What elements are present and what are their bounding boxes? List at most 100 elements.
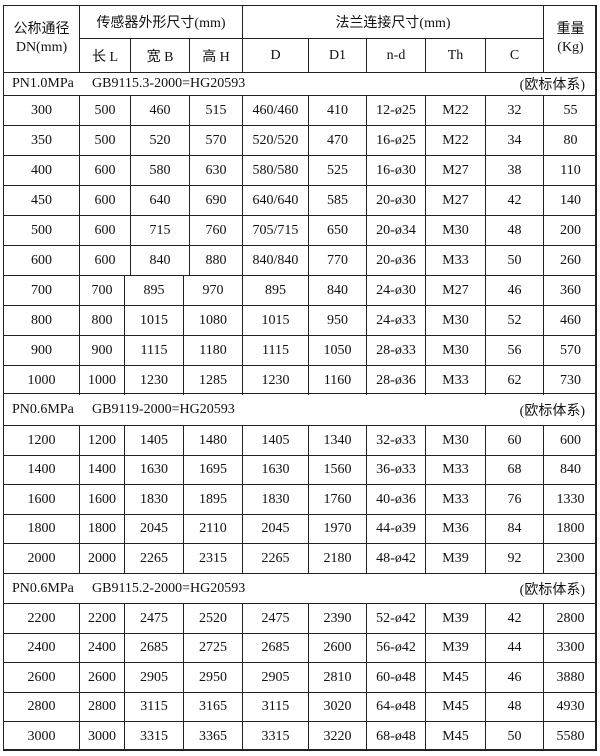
table-cell: 20-ø34 bbox=[366, 215, 425, 245]
standard-system: (欧标体系) bbox=[519, 403, 585, 419]
table-cell: 28-ø33 bbox=[366, 335, 425, 365]
table-cell: 3165 bbox=[183, 692, 242, 721]
table-cell: 2475 bbox=[242, 603, 308, 633]
table-cell: 28-ø36 bbox=[366, 365, 425, 395]
table-cell: 715 bbox=[130, 215, 189, 245]
table-cell: 800 bbox=[79, 305, 124, 335]
table-cell: 46 bbox=[485, 662, 543, 692]
table-cell: 2810 bbox=[308, 662, 366, 692]
table-cell: 1180 bbox=[183, 335, 242, 365]
column-header: n-d bbox=[366, 38, 425, 72]
table-cell: 2300 bbox=[543, 543, 597, 573]
flange-standard: GB9115.3-2000=HG20593 bbox=[92, 76, 246, 91]
table-cell: 880 bbox=[189, 245, 242, 275]
table-cell: 1830 bbox=[124, 484, 183, 514]
table-cell: 1285 bbox=[183, 365, 242, 395]
table-cell: M22 bbox=[425, 125, 485, 155]
table-cell: 84 bbox=[485, 514, 543, 543]
column-header: 长 L bbox=[79, 38, 130, 72]
table-cell: M39 bbox=[425, 603, 485, 633]
table-cell: 1480 bbox=[183, 425, 242, 455]
table-cell: M33 bbox=[425, 455, 485, 484]
table-cell: 2045 bbox=[124, 514, 183, 543]
table-cell: 3000 bbox=[79, 721, 124, 751]
table-cell: 5580 bbox=[543, 721, 597, 751]
table-cell: 38 bbox=[485, 155, 543, 185]
table-cell: M30 bbox=[425, 425, 485, 455]
table-cell: 630 bbox=[189, 155, 242, 185]
table-cell: 60 bbox=[485, 425, 543, 455]
standard-system: (欧标体系) bbox=[519, 78, 585, 93]
table-cell: 2600 bbox=[3, 662, 79, 692]
table-cell: M27 bbox=[425, 155, 485, 185]
table-cell: 1400 bbox=[3, 455, 79, 484]
table-cell: 500 bbox=[3, 215, 79, 245]
table-cell: 16-ø25 bbox=[366, 125, 425, 155]
table-cell: 3365 bbox=[183, 721, 242, 751]
table-cell: 48 bbox=[485, 215, 543, 245]
sensor-dimensions-header: 传感器外形尺寸(mm) bbox=[79, 5, 242, 38]
table-cell: 16-ø30 bbox=[366, 155, 425, 185]
column-header: 高 H bbox=[189, 38, 242, 72]
table-cell: 50 bbox=[485, 245, 543, 275]
table-cell: 900 bbox=[3, 335, 79, 365]
table-cell: 3300 bbox=[543, 633, 597, 662]
table-cell: 1340 bbox=[308, 425, 366, 455]
table-cell: 3315 bbox=[124, 721, 183, 751]
table-cell: 76 bbox=[485, 484, 543, 514]
table-cell: 840/840 bbox=[242, 245, 308, 275]
pressure-rating: PN0.6MPa bbox=[12, 580, 74, 596]
table-cell: 1405 bbox=[124, 425, 183, 455]
table-cell: 895 bbox=[124, 275, 183, 305]
table-cell: 705/715 bbox=[242, 215, 308, 245]
table-cell: 2315 bbox=[183, 543, 242, 573]
table-cell: 600 bbox=[3, 245, 79, 275]
table-cell: 570 bbox=[543, 335, 597, 365]
table-cell: 950 bbox=[308, 305, 366, 335]
table-cell: M27 bbox=[425, 275, 485, 305]
table-cell: 1230 bbox=[124, 365, 183, 395]
table-cell: 2600 bbox=[308, 633, 366, 662]
table-cell: 350 bbox=[3, 125, 79, 155]
table-cell: 600 bbox=[543, 425, 597, 455]
weight-header-line2: (Kg) bbox=[557, 40, 584, 55]
table-cell: 500 bbox=[79, 125, 130, 155]
table-cell: 520/520 bbox=[242, 125, 308, 155]
table-cell: 64-ø48 bbox=[366, 692, 425, 721]
table-cell: 1560 bbox=[308, 455, 366, 484]
table-cell: 520 bbox=[130, 125, 189, 155]
column-header: C bbox=[485, 38, 543, 72]
table-cell: 640/640 bbox=[242, 185, 308, 215]
table-cell: 1970 bbox=[308, 514, 366, 543]
table-cell: 48 bbox=[485, 692, 543, 721]
table-cell: 2390 bbox=[308, 603, 366, 633]
table-cell: 62 bbox=[485, 365, 543, 395]
table-cell: 1160 bbox=[308, 365, 366, 395]
table-cell: 2520 bbox=[183, 603, 242, 633]
flange-standard: GB9119-2000=HG20593 bbox=[92, 401, 235, 417]
table-cell: 600 bbox=[79, 185, 130, 215]
table-cell: 410 bbox=[308, 95, 366, 125]
table-cell: 500 bbox=[79, 95, 130, 125]
table-cell: 44 bbox=[485, 633, 543, 662]
table-cell: 110 bbox=[543, 155, 597, 185]
weight-header: 重量 (Kg) bbox=[543, 5, 597, 72]
table-cell: 640 bbox=[130, 185, 189, 215]
table-cell: 2180 bbox=[308, 543, 366, 573]
table-cell: 56-ø42 bbox=[366, 633, 425, 662]
table-cell: 700 bbox=[79, 275, 124, 305]
table-cell: 840 bbox=[308, 275, 366, 305]
table-cell: 900 bbox=[79, 335, 124, 365]
table-cell: 3115 bbox=[242, 692, 308, 721]
table-cell: M33 bbox=[425, 484, 485, 514]
table-cell: 1400 bbox=[79, 455, 124, 484]
table-cell: 2475 bbox=[124, 603, 183, 633]
table-cell: 12-ø25 bbox=[366, 95, 425, 125]
table-cell: 2045 bbox=[242, 514, 308, 543]
table-cell: 1760 bbox=[308, 484, 366, 514]
table-cell: 1800 bbox=[543, 514, 597, 543]
table-cell: 1230 bbox=[242, 365, 308, 395]
table-cell: 2265 bbox=[242, 543, 308, 573]
dn-header-line1: 公称通径 bbox=[13, 22, 70, 37]
table-cell: 1200 bbox=[79, 425, 124, 455]
